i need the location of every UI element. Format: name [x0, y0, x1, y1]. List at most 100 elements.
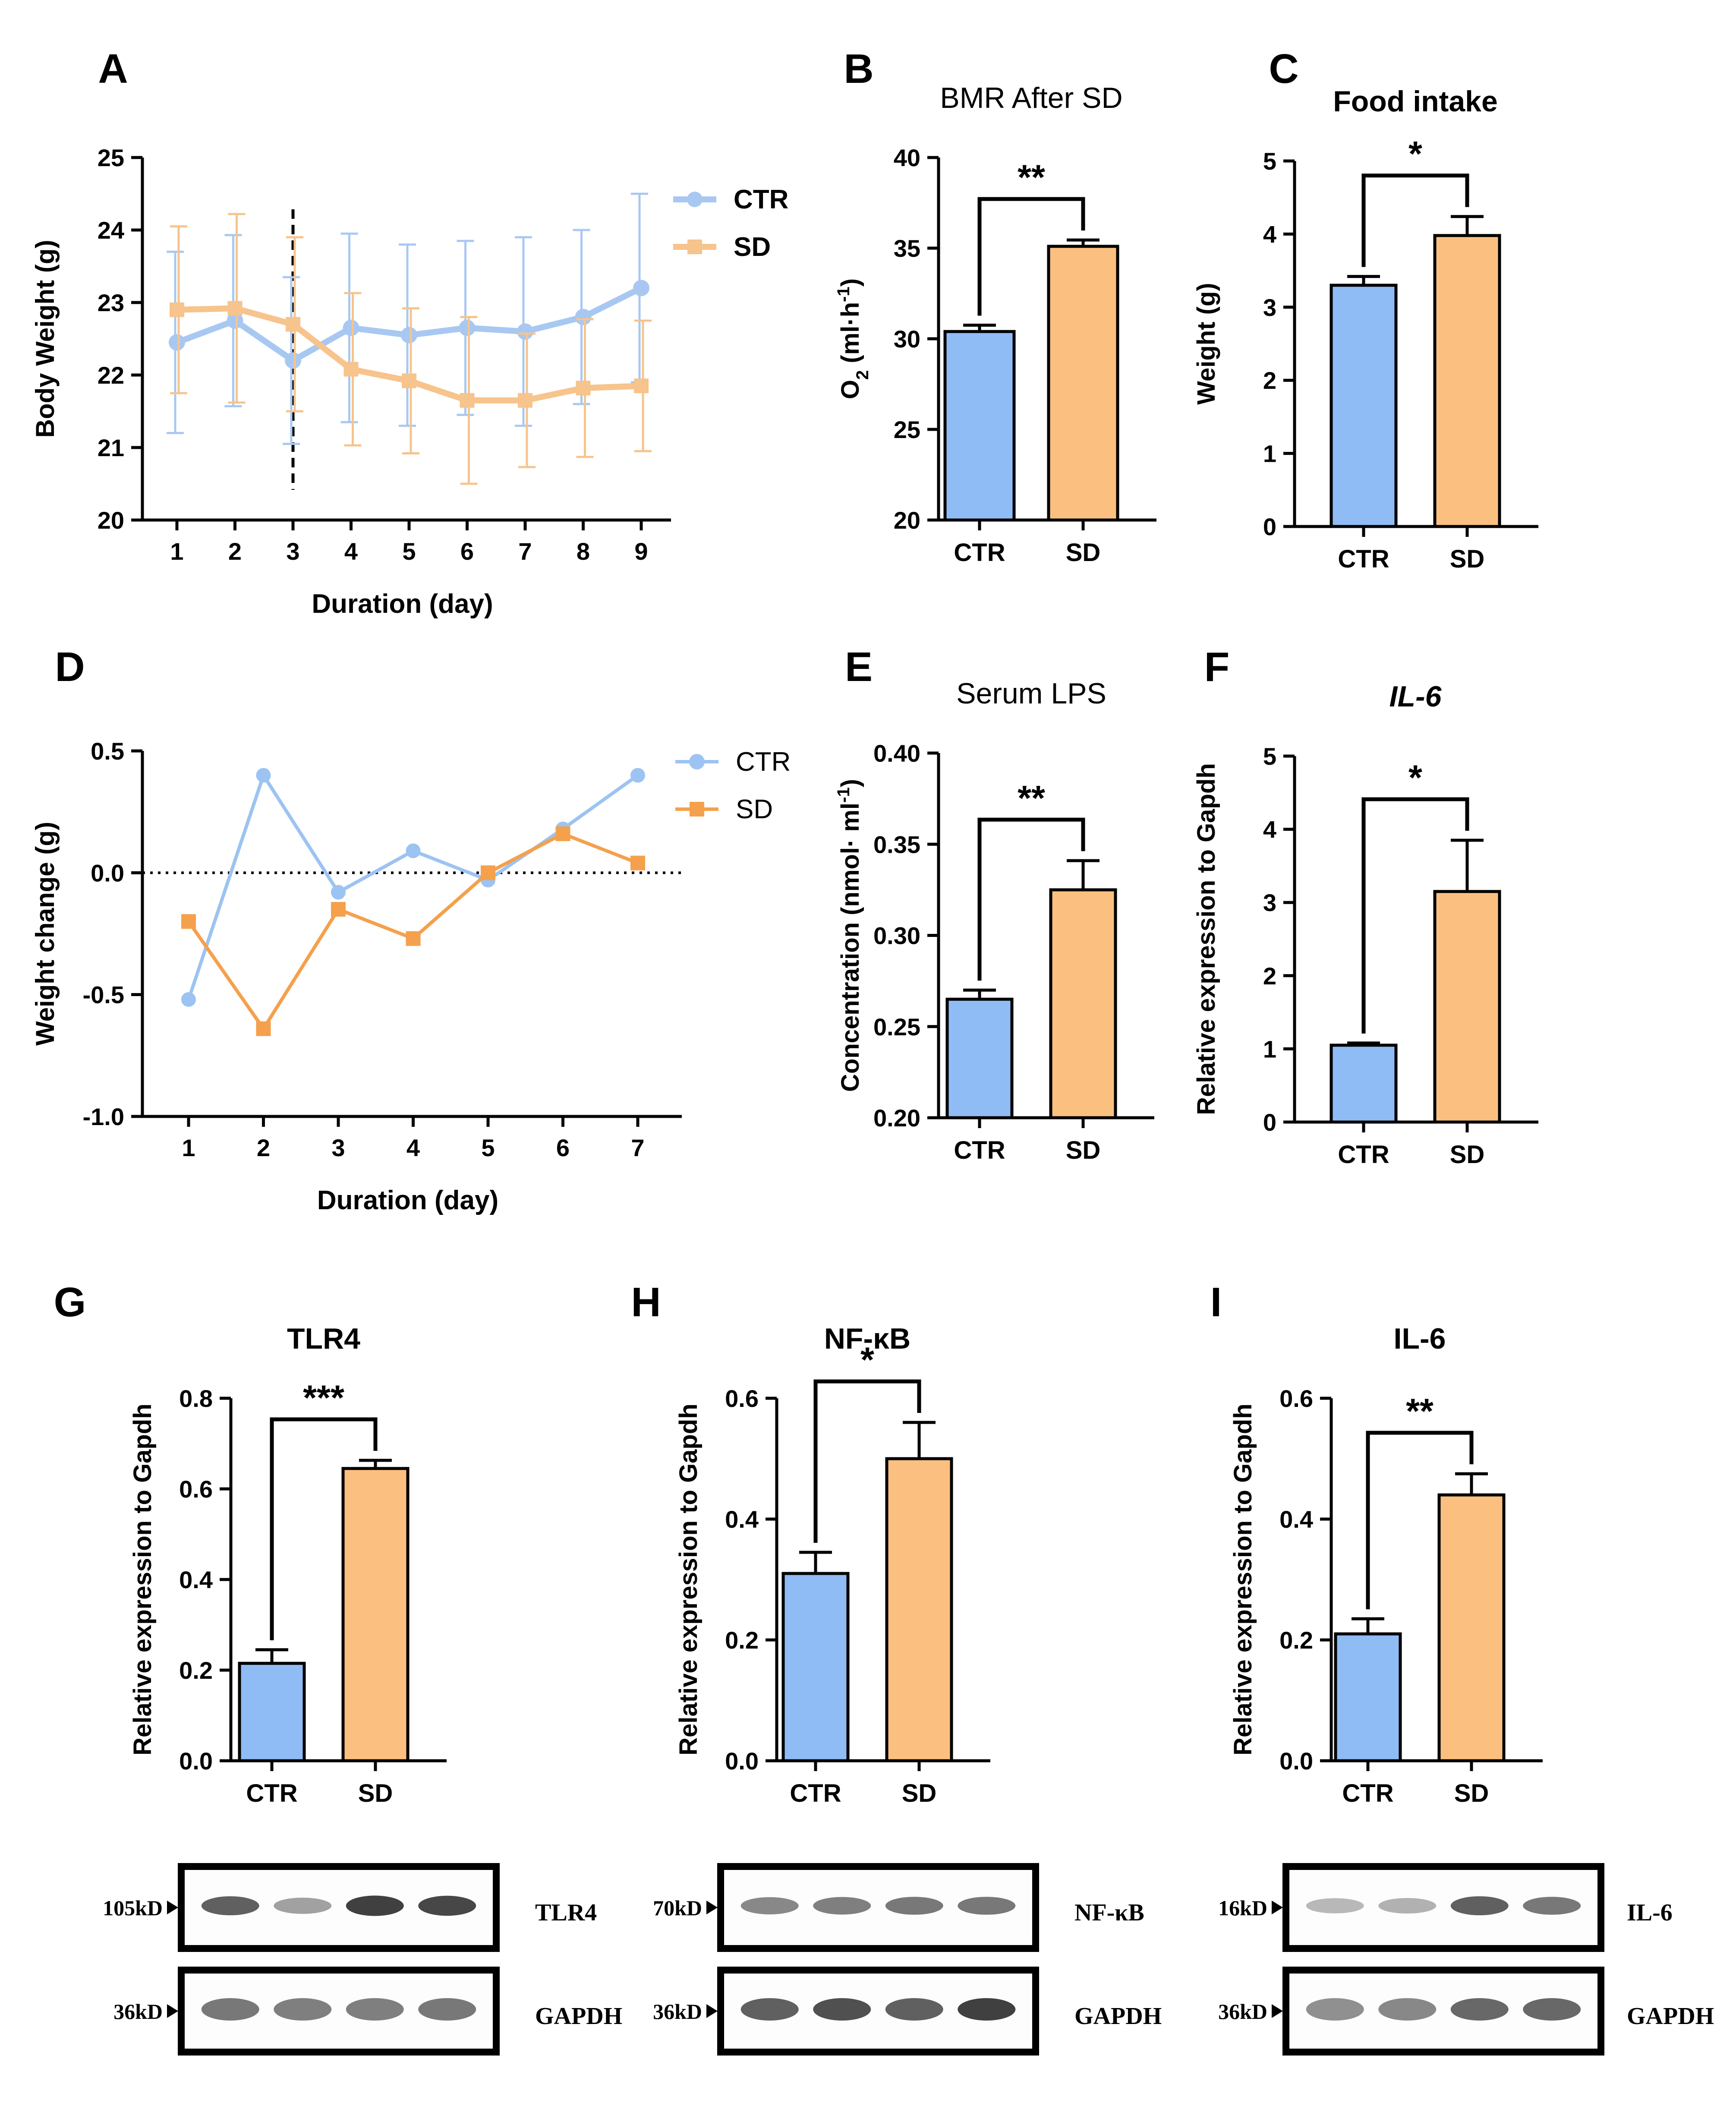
panel-A-legend-marker — [687, 240, 702, 254]
panel-D-x-tick-label: 2 — [257, 1134, 270, 1161]
panel-A-y-tick-label: 21 — [98, 434, 124, 461]
panel-B-title: BMR After SD — [940, 82, 1122, 114]
panel-A-y-label: Body Weight (g) — [31, 240, 60, 438]
panel-E-bar-CTR — [945, 997, 1014, 1119]
blot-I-band — [1450, 1998, 1509, 2021]
panel-A-x-tick-label: 7 — [518, 538, 532, 565]
panel-F-x-tick-label: CTR — [1338, 1141, 1389, 1169]
panel-D-y-tick-label: -0.5 — [83, 981, 125, 1009]
panel-D-point-SD — [331, 902, 346, 917]
blot-G-top-protein: TLR4 — [535, 1899, 597, 1926]
blot-I-band — [1450, 1896, 1509, 1915]
y-label-main: Concentration (nmol· ml — [836, 803, 864, 1092]
panel-label-F: F — [1204, 644, 1230, 690]
panel-G-significance: *** — [303, 1378, 344, 1418]
blot-G-band — [418, 1998, 476, 2021]
blot-G-bottom-protein: GAPDH — [535, 2003, 622, 2030]
panel-C-title: Food intake — [1333, 85, 1498, 118]
panel-A-legend-label: CTR — [734, 185, 788, 214]
panel-A-x-tick-label: 5 — [402, 538, 416, 565]
panel-A-point-SD — [402, 373, 416, 388]
panel-D-point-CTR — [331, 885, 346, 900]
panel-H-y-tick-label: 0.2 — [725, 1627, 759, 1654]
panel-I-bar-SD — [1437, 1493, 1506, 1762]
panel-label-B: B — [844, 46, 873, 92]
panel-C-y-tick-label: 5 — [1263, 148, 1276, 175]
panel-A-point-SD — [518, 393, 532, 408]
blot-G-band — [418, 1895, 476, 1916]
panel-B-y-tick-label: 20 — [894, 507, 920, 534]
panel-B-significance: ** — [1018, 158, 1045, 197]
panel-F-bar-CTR — [1330, 1044, 1398, 1124]
panel-C-y-tick-label: 4 — [1263, 221, 1276, 248]
panel-A-y-tick-label: 24 — [98, 217, 124, 244]
panel-C-bar-SD — [1433, 234, 1501, 528]
blot-H-band — [813, 1998, 871, 2021]
panel-I-y-tick-label: 0.2 — [1279, 1627, 1313, 1654]
blot-H-band — [958, 1998, 1016, 2021]
panel-A-legend-marker — [687, 192, 703, 207]
panel-A-x-tick-label: 2 — [228, 538, 242, 565]
panel-F-y-tick-label: 1 — [1263, 1035, 1276, 1062]
panel-H-y-tick-label: 0.0 — [725, 1747, 759, 1775]
panel-B-x-tick-label: CTR — [954, 539, 1005, 567]
panel-B-y-tick-label: 40 — [894, 144, 920, 171]
panel-E-significance-bracket — [977, 817, 1085, 981]
panel-G-y-tick-label: 0.8 — [179, 1385, 213, 1412]
panel-G-y-tick-label: 0.4 — [179, 1566, 213, 1593]
panel-F-y-tick-label: 4 — [1263, 816, 1276, 843]
panel-E-x-tick-label: CTR — [954, 1136, 1005, 1164]
y-label-end: ) — [836, 278, 864, 287]
panel-F-y-tick-label: 5 — [1263, 743, 1276, 770]
panel-B-significance-bracket — [977, 197, 1085, 316]
panel-A-point-CTR — [227, 312, 243, 329]
panel-A-y-tick-label: 22 — [98, 362, 124, 389]
panel-D-y-label: Weight change (g) — [31, 822, 60, 1046]
panel-E-y-label: Concentration (nmol· ml-1) — [834, 779, 864, 1092]
panel-A-point-SD — [576, 381, 591, 396]
panel-H-significance: * — [860, 1340, 874, 1380]
panel-C-y-tick-label: 3 — [1263, 294, 1276, 321]
panel-F-y-tick-label: 2 — [1263, 962, 1276, 990]
panel-A-point-CTR — [575, 309, 592, 325]
blot-I-band — [1378, 1998, 1437, 2021]
panel-C-significance: * — [1408, 135, 1422, 174]
blot-H-band — [740, 1897, 799, 1914]
blot-I-band — [1306, 1898, 1364, 1914]
panel-B-y-label: O2 (ml·h-1) — [834, 278, 872, 399]
panel-D-x-tick-label: 5 — [481, 1134, 495, 1161]
panel-I-significance-bracket — [1366, 1431, 1474, 1609]
panel-H-x-tick-label: CTR — [790, 1779, 841, 1807]
panel-A-series-CTR — [176, 285, 643, 364]
blot-G-band — [346, 1998, 404, 2021]
panel-D-point-SD — [555, 826, 570, 841]
blot-I-band — [1306, 1998, 1364, 2021]
panel-E-y-tick-label: 0.20 — [873, 1104, 920, 1132]
panel-I: 0.0 0.2 0.4 0.6 CTR SD ** IL-6 Relative expressi… — [1229, 1322, 1543, 1807]
y-label-sup: -1 — [834, 787, 853, 803]
panel-A-point-CTR — [343, 319, 359, 336]
panel-G-y-tick-label: 0.6 — [179, 1476, 213, 1503]
panel-G-bar-SD — [341, 1467, 410, 1762]
panel-A-y-tick-label: 20 — [98, 507, 124, 534]
blot-I-band — [1523, 1998, 1581, 2021]
blot-H-top-protein: NF-κB — [1074, 1899, 1144, 1926]
panel-F-y-tick-label: 0 — [1263, 1109, 1276, 1136]
y-label-sub: 2 — [853, 370, 872, 380]
panel-I-y-tick-label: 0.0 — [1279, 1747, 1313, 1775]
panel-F-x-tick-label: SD — [1450, 1141, 1485, 1169]
panel-A-legend-label: SD — [734, 232, 771, 262]
panel-F-significance: * — [1408, 758, 1422, 798]
panel-A-point-SD — [227, 301, 243, 316]
panel-B-y-tick-label: 35 — [894, 235, 920, 262]
panel-E-y-tick-label: 0.30 — [873, 922, 920, 949]
panel-G-y-label: Relative expression to Gapdh — [129, 1403, 157, 1755]
panel-D-x-tick-label: 7 — [631, 1134, 644, 1161]
panel-A-x-label: Duration (day) — [312, 589, 493, 619]
panel-A-point-CTR — [633, 280, 649, 296]
panel-D-series-CTR — [187, 771, 639, 1000]
panel-H-y-tick-label: 0.6 — [725, 1385, 759, 1412]
blot-I-top-protein: IL-6 — [1627, 1899, 1673, 1926]
panel-G-x-tick-label: SD — [358, 1779, 393, 1807]
